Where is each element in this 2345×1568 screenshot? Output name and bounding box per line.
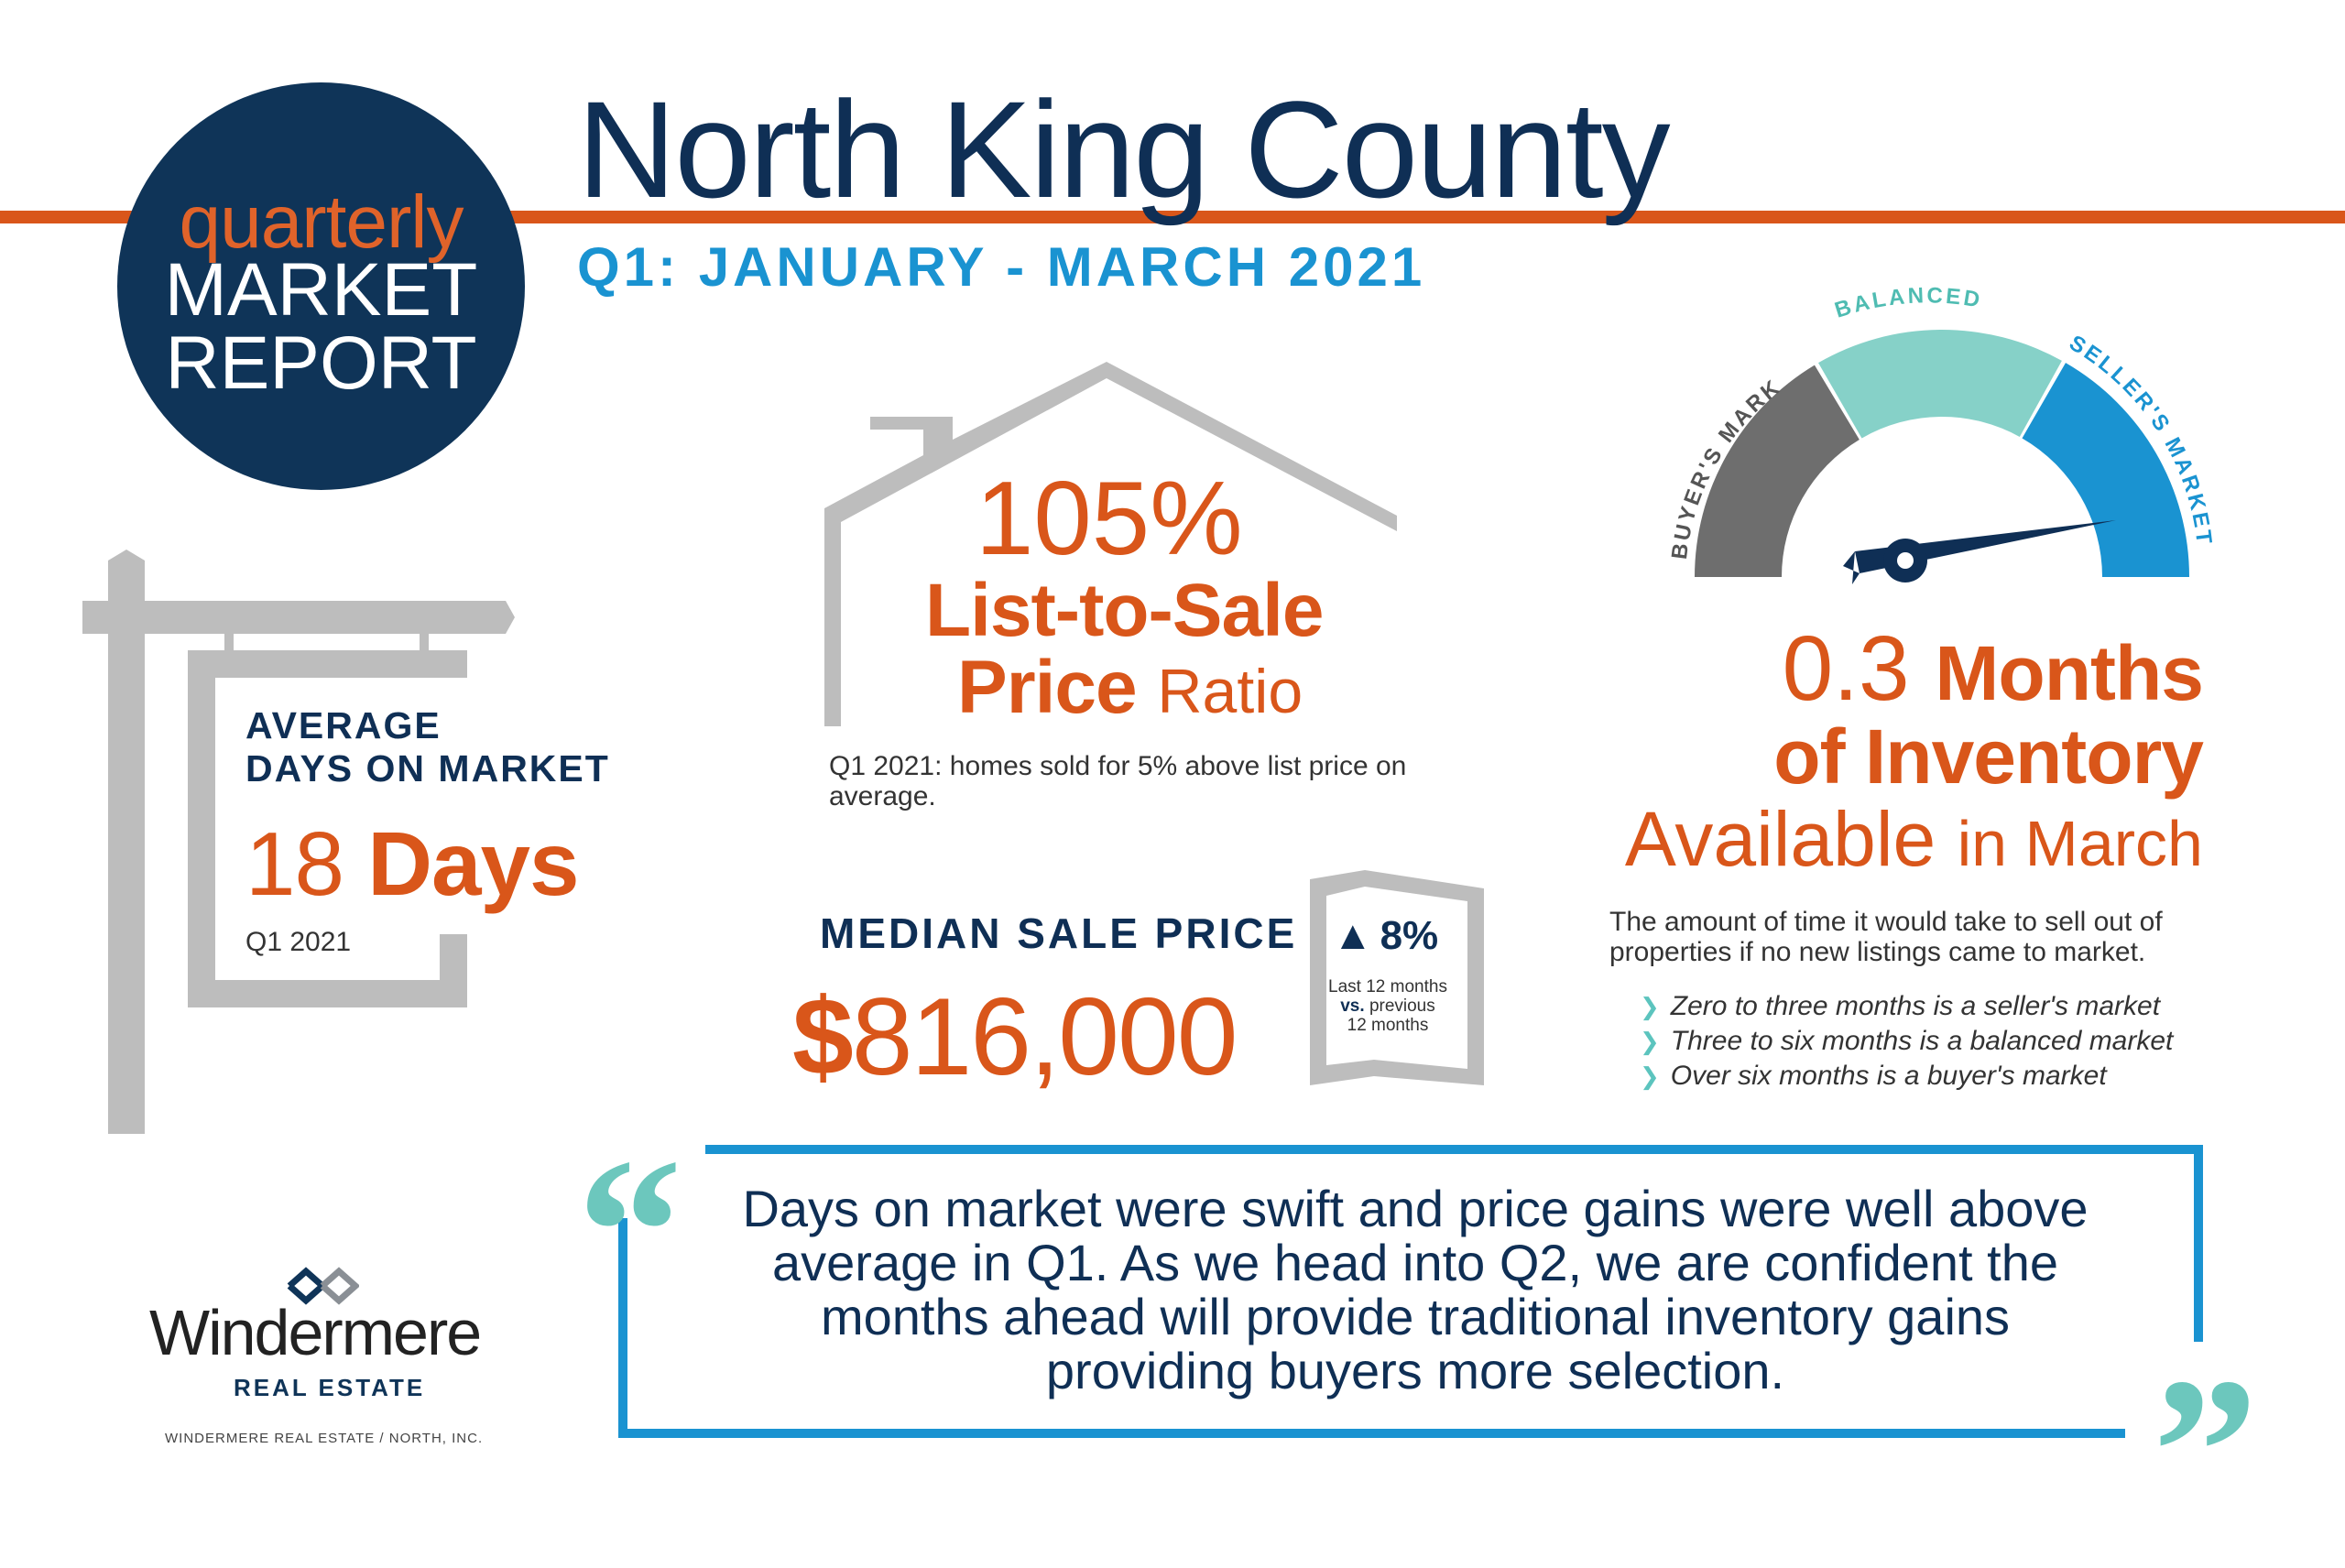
median-sale-price-value: $816,000 xyxy=(792,982,1238,1092)
yard-sign-graphic xyxy=(82,550,515,1134)
gauge-segment-buyers xyxy=(1695,365,1860,577)
chevron-right-icon: ❯ xyxy=(1640,993,1660,1020)
gauge-segment-balanced xyxy=(1818,330,2062,439)
change-badge-frame xyxy=(1310,870,1484,1085)
list-item: ❯ Three to six months is a balanced marke… xyxy=(1640,1026,2174,1056)
house-outline-graphic xyxy=(824,362,1397,726)
close-quote-icon: ” xyxy=(2153,1334,2258,1568)
median-price-number: 816,000 xyxy=(851,975,1238,1098)
inventory-months-word: Months xyxy=(1935,630,2204,716)
sign-hook-left xyxy=(224,634,234,659)
page-title: North King County xyxy=(577,72,1671,226)
median-sale-price-heading: MEDIAN SALE PRICE xyxy=(820,909,1298,957)
price-change-pct: 8% xyxy=(1380,913,1439,958)
sign-post xyxy=(108,550,145,1134)
inventory-label-line3: Available in March xyxy=(1625,800,2203,877)
list-to-sale-label: List-to-Sale xyxy=(925,569,1324,652)
logo-subtitle: REAL ESTATE xyxy=(234,1374,426,1401)
ratio-word: Ratio xyxy=(1157,657,1303,726)
days-caption: Q1 2021 xyxy=(245,927,352,957)
gauge-segment-sellers xyxy=(2022,363,2189,577)
badge-line-market: MARKET xyxy=(164,248,478,332)
quote-frame xyxy=(618,1145,2203,1438)
list-to-sale-value: 105% xyxy=(976,461,1243,577)
inventory-in-march: in March xyxy=(1957,808,2203,879)
change-note-line1: Last 12 months xyxy=(1328,977,1447,996)
inventory-available-word: Available xyxy=(1624,796,1936,882)
header-rule xyxy=(0,211,2345,223)
quarterly-report-badge: quarterly MARKET REPORT xyxy=(117,82,525,490)
price-word: Price xyxy=(957,646,1138,729)
inventory-note: The amount of time it would take to sell… xyxy=(1609,907,2163,967)
house-roof xyxy=(824,362,1397,726)
open-quote-icon: “ xyxy=(577,1115,682,1348)
inventory-value: 0.3 xyxy=(1782,617,1910,720)
windermere-logo-icon xyxy=(287,1267,359,1305)
logo-wordmark: Windermere xyxy=(149,1297,482,1368)
quote-text: Days on market were swift and price gain… xyxy=(742,1180,2089,1399)
inventory-label-line2: of Inventory xyxy=(1773,713,2204,800)
inventory-value-line: 0.3 Months xyxy=(1783,623,2204,716)
market-gauge: BUYER'S MARKET BALANCED SELLER'S MARKET xyxy=(1603,275,2214,584)
list-item: ❯ Over six months is a buyer's market xyxy=(1640,1061,2107,1091)
list-to-sale-note: Q1 2021: homes sold for 5% above list pr… xyxy=(829,751,1407,811)
arrow-up-icon: ▲ xyxy=(1333,913,1373,958)
days-unit: Days xyxy=(367,813,579,914)
gauge-needle-tail xyxy=(1843,551,1860,584)
days-value: 18 Days xyxy=(245,819,667,909)
change-note-previous: previous xyxy=(1369,996,1435,1016)
change-note-vs: vs. xyxy=(1340,996,1365,1016)
days-heading-line2: DAYS ON MARKET xyxy=(245,747,610,789)
house-chimney xyxy=(870,417,923,430)
days-number: 18 xyxy=(245,813,344,914)
days-on-market-panel: AVERAGE DAYS ON MARKET 18 Days Q1 2021 xyxy=(245,707,667,982)
price-ratio-label: Price Ratio xyxy=(957,650,1303,725)
gauge-label-balanced: BALANCED xyxy=(1832,283,1984,322)
price-change-value: ▲ 8% xyxy=(1333,916,1438,956)
change-note-line3: 12 months xyxy=(1347,1015,1429,1035)
badge-line-report: REPORT xyxy=(165,321,477,405)
price-change-note: Last 12 months vs. previous 12 months xyxy=(1310,977,1466,1036)
sign-arm xyxy=(82,601,515,634)
list-item: ❯ Zero to three months is a seller's mark… xyxy=(1640,991,2161,1021)
chevron-right-icon: ❯ xyxy=(1640,1062,1660,1090)
page-subtitle: Q1: JANUARY - MARCH 2021 xyxy=(577,236,1426,298)
badge-line-quarterly: quarterly xyxy=(179,180,464,264)
days-heading-line1: AVERAGE xyxy=(245,704,442,746)
dollar-sign: $ xyxy=(792,975,854,1098)
chevron-right-icon: ❯ xyxy=(1640,1028,1660,1055)
market-definition-list: ❯ Zero to three months is a seller's mark… xyxy=(1640,989,2173,1094)
gauge-hub-center xyxy=(1897,552,1914,569)
company-name: WINDERMERE REAL ESTATE / NORTH, INC. xyxy=(165,1431,484,1446)
sign-hook-right xyxy=(420,634,429,659)
